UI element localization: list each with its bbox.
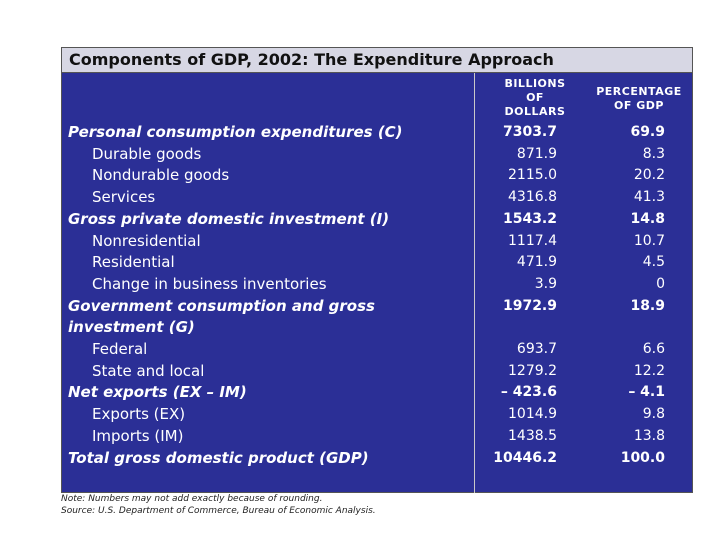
table-row: Durable goods 871.9 8.3 — [62, 143, 694, 165]
percent-value: 0 — [656, 275, 665, 292]
percent-value: 10.7 — [633, 232, 665, 249]
billions-header: BILLIONS OF DOLLARS — [480, 77, 590, 119]
percent-value: 13.8 — [633, 427, 665, 444]
table-row: Imports (IM) 1438.5 13.8 — [62, 425, 694, 447]
billions-value: 4316.8 — [508, 189, 557, 206]
percent-value: 41.3 — [633, 189, 665, 206]
row-label: Net exports (EX – IM) — [68, 383, 247, 402]
table-row: Personal consumption expenditures (C) 730… — [62, 121, 694, 143]
row-label: Federal — [92, 340, 148, 358]
table-row: Gross private domestic investment (I) 154… — [62, 208, 694, 230]
billions-value: 1117.4 — [508, 232, 557, 249]
billions-value: – 423.6 — [500, 384, 557, 401]
billions-value: 871.9 — [516, 145, 557, 162]
table-row: Government consumption and gross 1972.9 18… — [62, 295, 694, 317]
percent-value: 14.8 — [630, 210, 665, 227]
column-divider — [474, 73, 475, 493]
table-title-bar: Components of GDP, 2002: The Expenditure… — [61, 47, 693, 73]
table-row: Services 4316.8 41.3 — [62, 186, 694, 208]
rounding-note: Note: Numbers may not add exactly becaus… — [61, 494, 323, 504]
percent-value: 9.8 — [642, 406, 665, 423]
percent-value: – 4.1 — [628, 384, 665, 401]
source-note: Source: U.S. Department of Commerce, Bur… — [61, 506, 376, 516]
percent-value: 100.0 — [620, 449, 665, 466]
billions-value: 1438.5 — [508, 427, 557, 444]
row-label: Gross private domestic investment (I) — [68, 209, 390, 228]
percentage-header-line-2: OF GDP — [614, 99, 664, 112]
table-row: State and local 1279.2 12.2 — [62, 360, 694, 382]
table-row: Nondurable goods 2115.0 20.2 — [62, 164, 694, 186]
row-label: Services — [92, 188, 156, 207]
billions-value: 7303.7 — [502, 124, 557, 140]
percent-value: 8.3 — [642, 145, 665, 162]
percent-value: 18.9 — [630, 297, 665, 314]
percent-value: 4.5 — [642, 254, 665, 271]
row-label: Personal consumption expenditures (C) — [68, 123, 403, 141]
percent-value: 6.6 — [642, 341, 665, 357]
row-label: investment (G) — [68, 318, 195, 337]
billions-value: 1279.2 — [508, 362, 557, 379]
percent-value: 12.2 — [633, 362, 665, 379]
table-row: Exports (EX) 1014.9 9.8 — [62, 403, 694, 425]
row-label: Residential — [92, 253, 175, 272]
row-label: Change in business inventories — [92, 274, 327, 293]
table-row: Net exports (EX – IM) – 423.6 – 4.1 — [62, 381, 694, 403]
table-row: Total gross domestic product (GDP) 10446.… — [62, 447, 694, 469]
percent-value: 20.2 — [633, 167, 665, 184]
row-label: Nondurable goods — [92, 166, 230, 185]
table-row: Federal 693.7 6.6 — [62, 338, 694, 360]
percent-value: 69.9 — [630, 124, 665, 140]
billions-header-line-2: OF — [526, 91, 544, 104]
row-label: Exports (EX) — [92, 405, 186, 424]
billions-value: 3.9 — [534, 275, 557, 292]
billions-value: 1543.2 — [502, 210, 557, 227]
row-label: Durable goods — [92, 144, 202, 163]
billions-value: 693.7 — [516, 341, 557, 357]
table-row: investment (G) — [62, 316, 694, 338]
gdp-table-panel: BILLIONS OF DOLLARS PERCENTAGE OF GDP Pe… — [61, 73, 693, 493]
row-label: Nonresidential — [92, 231, 201, 250]
billions-header-line-3: DOLLARS — [504, 105, 566, 118]
billions-value: 10446.2 — [493, 449, 557, 466]
row-label: State and local — [92, 361, 205, 380]
row-label: Total gross domestic product (GDP) — [68, 448, 369, 467]
percentage-header: PERCENTAGE OF GDP — [584, 85, 694, 113]
table-row: Change in business inventories 3.9 0 — [62, 273, 694, 295]
row-label: Government consumption and gross — [68, 296, 375, 315]
table-row: Nonresidential 1117.4 10.7 — [62, 230, 694, 252]
billions-value: 471.9 — [516, 254, 557, 271]
billions-header-line-1: BILLIONS — [504, 77, 566, 90]
table-row: Residential 471.9 4.5 — [62, 251, 694, 273]
percentage-header-line-1: PERCENTAGE — [596, 85, 682, 98]
billions-value: 1972.9 — [502, 297, 557, 314]
table-title: Components of GDP, 2002: The Expenditure… — [69, 50, 554, 69]
row-label: Imports (IM) — [92, 426, 184, 445]
billions-value: 1014.9 — [508, 406, 557, 423]
billions-value: 2115.0 — [508, 167, 557, 184]
